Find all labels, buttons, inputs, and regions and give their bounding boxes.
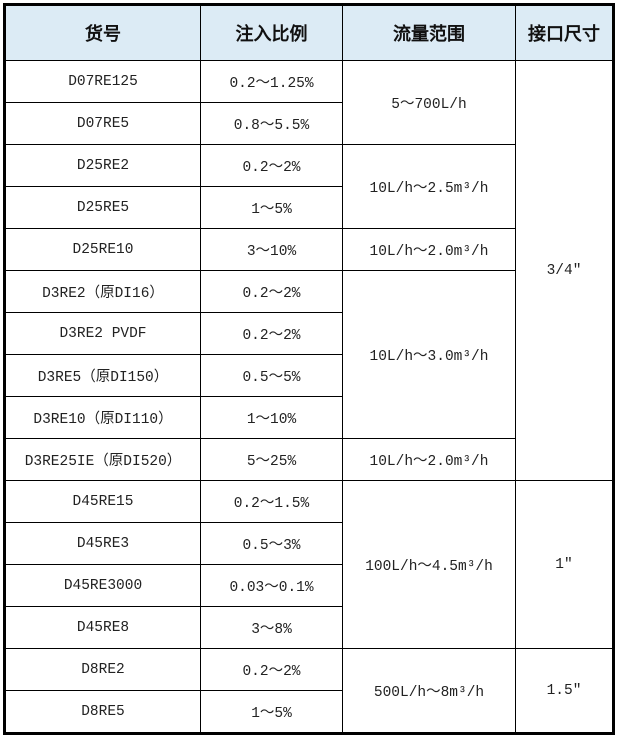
table-row: D45RE3 0.5～3% [4,522,614,565]
model-cell: D25RE2 [4,144,201,187]
header-model: 货号 [4,4,201,61]
table-row: D3RE25IE（原DI520） 5～25% 10L/h～2.0m³/h [4,438,614,481]
ratio-cell: 5～25% [200,438,343,481]
model-cell: D45RE8 [4,606,201,649]
ratio-cell: 0.5～5% [200,354,343,397]
flow-cell: 10L/h～2.5m³/h [342,144,516,229]
table-row: D8RE5 1～5% [4,690,614,734]
table-row: D25RE2 0.2～2% 10L/h～2.5m³/h [4,144,614,229]
ratio-cell: 1～5% [200,690,343,734]
ratio-cell: 0.2～1.25% [200,60,343,103]
table-row: D3RE10（原DI110） 1～10% [4,396,614,439]
table-row: D25RE5 1～5% [4,186,614,229]
table-row: D07RE125 0.2～1.25% 5～700L/h 3/4″ [4,60,614,481]
model-cell: D07RE5 [4,102,201,145]
size-cell: 1″ [515,480,614,649]
table-row: D8RE2 0.2～2% 500L/h～8m³/h 1.5″ [4,648,614,734]
flow-cell: 100L/h～4.5m³/h [342,480,516,649]
model-cell: D3RE2 PVDF [4,312,201,355]
flow-cell: 10L/h～2.0m³/h [342,228,516,271]
model-cell: D8RE2 [4,648,201,691]
model-cell: D3RE25IE（原DI520） [4,438,201,481]
table-row: D3RE2（原DI16） 0.2～2% 10L/h～3.0m³/h [4,270,614,439]
size-cell: 3/4″ [515,60,614,481]
model-cell: D45RE3000 [4,564,201,607]
ratio-cell: 0.2～2% [200,312,343,355]
table-row: D25RE10 3～10% 10L/h～2.0m³/h [4,228,614,271]
table-row: D45RE15 0.2～1.5% 100L/h～4.5m³/h 1″ [4,480,614,649]
header-flow: 流量范围 [342,4,516,61]
table-row: D07RE5 0.8～5.5% [4,102,614,145]
product-spec-table: 货号 注入比例 流量范围 接口尺寸 D07RE125 0.2～1.25% 5～7… [3,3,615,735]
ratio-cell: 1～5% [200,186,343,229]
ratio-cell: 3～10% [200,228,343,271]
table-row: D45RE3000 0.03～0.1% [4,564,614,607]
model-cell: D07RE125 [4,60,201,103]
model-cell: D25RE10 [4,228,201,271]
ratio-cell: 0.2～1.5% [200,480,343,523]
model-cell: D25RE5 [4,186,201,229]
header-row: 货号 注入比例 流量范围 接口尺寸 [4,4,614,61]
table-row: D45RE8 3～8% [4,606,614,649]
ratio-cell: 0.8～5.5% [200,102,343,145]
model-cell: D3RE10（原DI110） [4,396,201,439]
model-cell: D3RE5（原DI150） [4,354,201,397]
table-row: D3RE5（原DI150） 0.5～5% [4,354,614,397]
flow-cell: 10L/h～2.0m³/h [342,438,516,481]
flow-cell: 500L/h～8m³/h [342,648,516,734]
ratio-cell: 1～10% [200,396,343,439]
model-cell: D45RE15 [4,480,201,523]
ratio-cell: 0.2～2% [200,144,343,187]
model-cell: D45RE3 [4,522,201,565]
flow-cell: 10L/h～3.0m³/h [342,270,516,439]
ratio-cell: 0.03～0.1% [200,564,343,607]
model-cell: D3RE2（原DI16） [4,270,201,313]
header-size: 接口尺寸 [515,4,614,61]
size-cell: 1.5″ [515,648,614,734]
flow-cell: 5～700L/h [342,60,516,145]
ratio-cell: 0.2～2% [200,270,343,313]
ratio-cell: 0.5～3% [200,522,343,565]
ratio-cell: 3～8% [200,606,343,649]
header-ratio: 注入比例 [200,4,343,61]
ratio-cell: 0.2～2% [200,648,343,691]
table-row: D3RE2 PVDF 0.2～2% [4,312,614,355]
model-cell: D8RE5 [4,690,201,734]
